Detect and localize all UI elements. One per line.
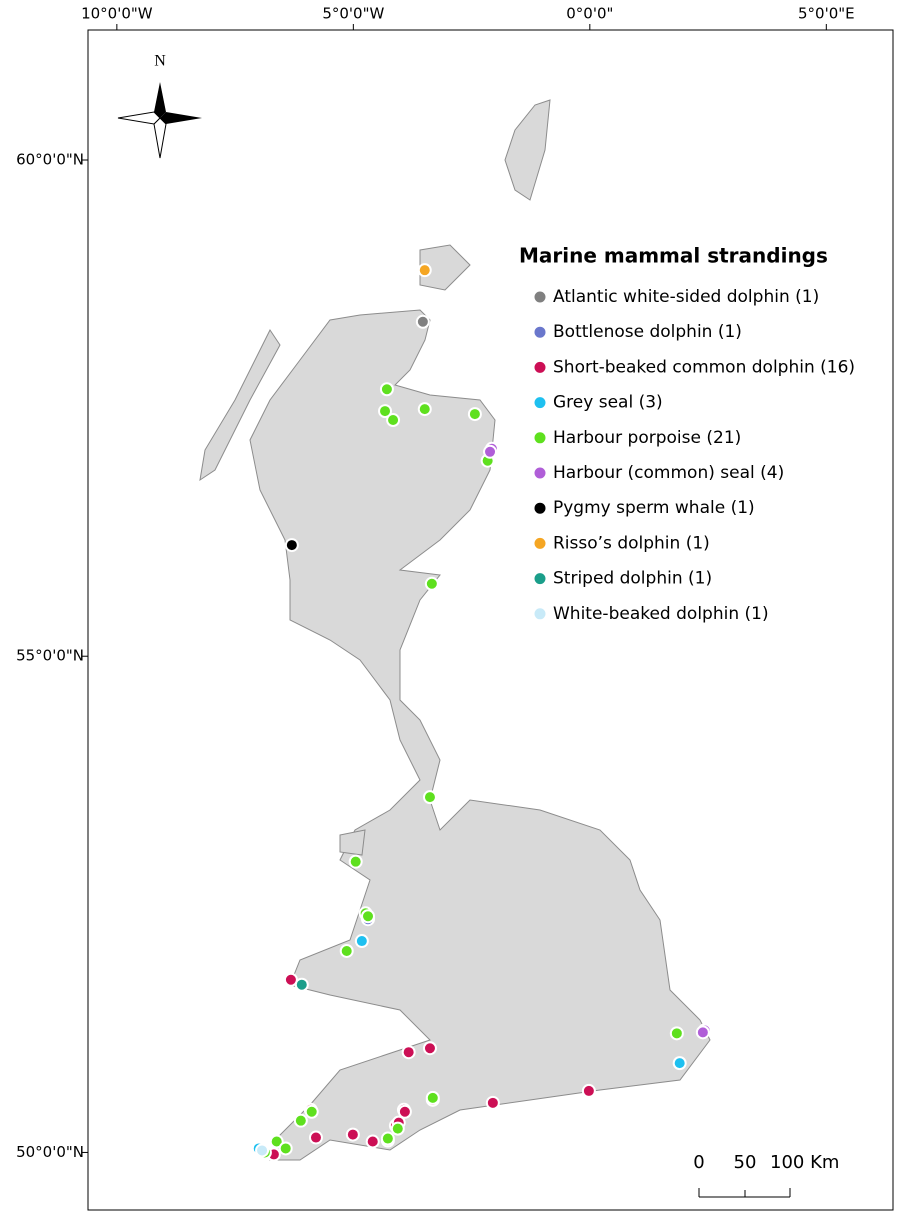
legend-entry: Pygmy sperm whale (1): [553, 498, 755, 518]
stranding-point: [348, 854, 363, 869]
north-arrow: N: [117, 53, 202, 159]
stranding-point: [467, 407, 482, 422]
legend-marker: [533, 572, 547, 586]
legend-entry: Atlantic white-sided dolphin (1): [553, 287, 819, 307]
legend-entry: Striped dolphin (1): [553, 569, 712, 589]
stranding-point: [386, 413, 401, 428]
legend-marker: [533, 607, 547, 621]
stranding-point: [695, 1025, 710, 1040]
y-tick-label: 50°0'0"N: [16, 1143, 84, 1161]
stranding-point: [284, 538, 299, 553]
stranding-point: [669, 1026, 684, 1041]
stranding-point: [390, 1121, 405, 1136]
stranding-point: [417, 263, 432, 278]
stranding-point: [417, 402, 432, 417]
legend-entry: Grey seal (3): [553, 393, 663, 413]
stranding-point: [361, 909, 375, 924]
scale-label: 100 Km: [770, 1152, 839, 1173]
stranding-point: [672, 1056, 687, 1071]
legend-entry: White-beaked dolphin (1): [553, 604, 769, 624]
x-tick-label: 0°0'0": [566, 5, 613, 23]
stranding-point: [422, 790, 437, 805]
scale-label: 50: [734, 1152, 757, 1173]
stranding-point: [378, 404, 393, 419]
legend-marker: [533, 501, 547, 515]
stranding-point: [255, 1143, 270, 1158]
x-tick-label: 10°0'0"W: [81, 5, 153, 23]
stranding-point: [425, 1090, 440, 1105]
orkney: [419, 244, 471, 291]
stranding-point: [415, 314, 430, 329]
outer-hebrides: [199, 329, 281, 482]
anglesey: [339, 829, 366, 856]
legend-marker: [533, 396, 547, 410]
legend-entry: Bottlenose dolphin (1): [553, 322, 742, 342]
scale-bar: [698, 1188, 791, 1198]
stranding-point: [304, 1104, 319, 1119]
y-tick-label: 60°0'0"N: [16, 151, 84, 169]
stranding-point: [339, 943, 354, 958]
stranding-point: [269, 1134, 284, 1149]
x-tick-label: 5°0'0"E: [798, 5, 855, 23]
legend-marker: [533, 536, 547, 550]
stranding-point: [354, 934, 369, 949]
stranding-point: [483, 444, 498, 459]
stranding-point: [581, 1083, 596, 1098]
land: [199, 99, 711, 1161]
north-label: N: [154, 53, 166, 70]
x-tick-label: 5°0'0"W: [322, 5, 384, 23]
stranding-point: [380, 1131, 395, 1146]
legend-marker: [533, 325, 547, 339]
legend-title: Marine mammal strandings: [519, 244, 828, 268]
legend-marker: [533, 466, 547, 480]
stranding-point: [345, 1127, 360, 1142]
shetland: [504, 99, 551, 201]
stranding-point: [422, 1041, 437, 1056]
legend-entry: Risso’s dolphin (1): [553, 533, 710, 553]
stranding-point: [308, 1130, 323, 1145]
stranding-point: [424, 576, 439, 591]
stranding-point: [397, 1104, 412, 1119]
y-tick-label: 55°0'0"N: [16, 647, 84, 665]
stranding-point: [293, 1113, 308, 1128]
stranding-point: [379, 382, 394, 397]
legend-entry: Harbour (common) seal (4): [553, 463, 784, 483]
stranding-point: [294, 977, 309, 992]
scale-label: 0: [693, 1152, 704, 1173]
legend-marker: [533, 290, 547, 304]
stranding-point: [485, 1095, 500, 1110]
legend-entry: Short-beaked common dolphin (16): [553, 357, 855, 377]
legend-marker: [533, 431, 547, 445]
stranding-point: [401, 1045, 416, 1060]
stranding-point: [365, 1134, 380, 1149]
stranding-point: [278, 1141, 293, 1156]
legend-marker: [533, 360, 547, 374]
legend-entry: Harbour porpoise (21): [553, 428, 741, 448]
